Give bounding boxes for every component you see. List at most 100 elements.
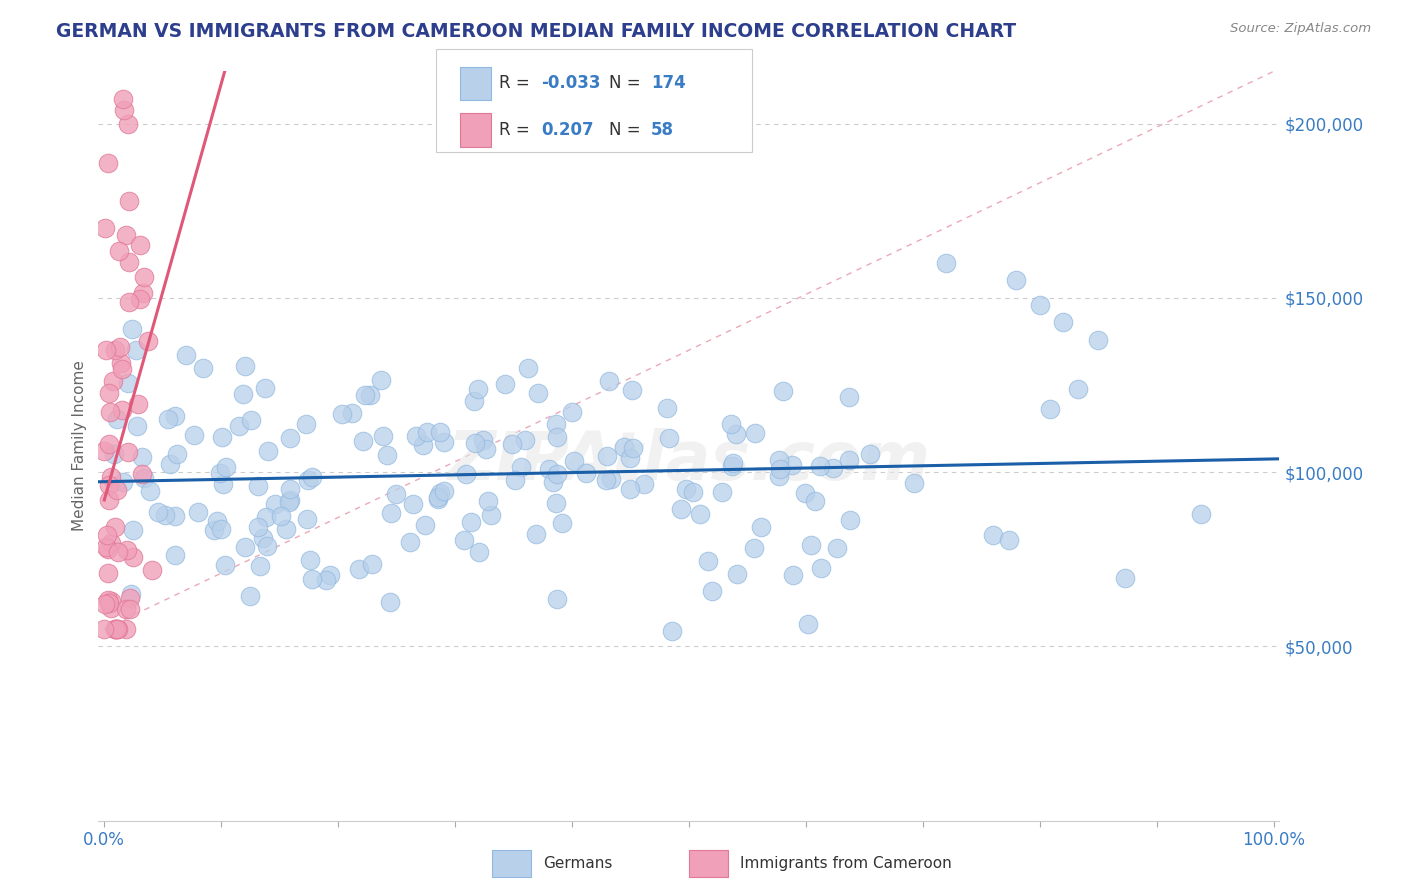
Point xyxy=(163,409,186,424)
Point xyxy=(254,509,277,524)
Point xyxy=(103,622,125,636)
Point xyxy=(838,453,860,467)
Point xyxy=(239,589,262,603)
Point xyxy=(800,538,823,552)
Point xyxy=(114,622,136,636)
Point xyxy=(377,448,399,462)
Point xyxy=(97,156,120,170)
Point xyxy=(233,359,256,374)
Point xyxy=(100,601,122,615)
Point xyxy=(115,602,138,616)
Point xyxy=(256,539,278,553)
Point xyxy=(257,443,280,458)
Point xyxy=(725,566,748,581)
Point xyxy=(93,597,115,611)
Point xyxy=(166,447,188,461)
Point xyxy=(782,567,804,582)
Point xyxy=(768,453,790,467)
Point xyxy=(426,491,449,506)
Point xyxy=(370,373,392,387)
Point xyxy=(264,497,287,511)
Point xyxy=(768,462,790,476)
Point xyxy=(239,413,262,427)
Point xyxy=(998,533,1021,547)
Point xyxy=(405,429,427,443)
Point xyxy=(823,461,845,475)
Point xyxy=(153,508,176,523)
Point xyxy=(105,622,128,636)
Point xyxy=(122,550,145,565)
Point xyxy=(270,508,292,523)
Point xyxy=(621,441,644,455)
Point xyxy=(600,472,623,486)
Point xyxy=(278,431,301,445)
Point xyxy=(797,617,820,632)
Point xyxy=(139,484,162,499)
Point xyxy=(120,586,142,600)
Point xyxy=(132,286,155,301)
Text: ZIPAtlas.com: ZIPAtlas.com xyxy=(447,428,931,494)
Point xyxy=(134,471,156,485)
Point xyxy=(100,470,122,484)
Text: Germans: Germans xyxy=(543,856,612,871)
Point xyxy=(104,343,127,358)
Point xyxy=(429,425,451,439)
Point xyxy=(838,390,860,404)
Point xyxy=(104,520,127,534)
Point xyxy=(211,430,233,444)
Point xyxy=(94,343,117,357)
Point xyxy=(479,508,502,522)
Point xyxy=(467,382,489,396)
Text: 174: 174 xyxy=(651,75,686,93)
Point xyxy=(278,494,301,508)
Point xyxy=(460,515,482,529)
Point xyxy=(598,374,620,388)
Point xyxy=(524,527,547,541)
Point xyxy=(100,536,122,550)
Point xyxy=(768,469,790,483)
Point xyxy=(214,558,236,572)
Point xyxy=(98,492,121,507)
Point xyxy=(399,535,422,549)
Point xyxy=(935,256,957,270)
Point xyxy=(100,594,122,608)
Point xyxy=(537,462,560,476)
Point xyxy=(110,356,132,370)
Point xyxy=(212,476,235,491)
Point xyxy=(159,457,181,471)
Text: 0.207: 0.207 xyxy=(541,121,593,139)
Point xyxy=(1114,571,1136,585)
Point xyxy=(129,293,152,307)
Point xyxy=(825,541,848,555)
Point xyxy=(141,563,163,577)
Point xyxy=(751,519,773,533)
Point xyxy=(596,449,619,463)
Point xyxy=(146,505,169,519)
Point xyxy=(112,103,135,118)
Y-axis label: Median Family Income: Median Family Income xyxy=(72,360,87,532)
Point xyxy=(278,493,301,508)
Point xyxy=(103,447,125,461)
Point xyxy=(527,385,550,400)
Point xyxy=(700,584,723,599)
Point xyxy=(121,524,143,538)
Point xyxy=(621,384,644,398)
Point xyxy=(252,531,274,545)
Point xyxy=(115,542,138,557)
Point xyxy=(319,567,342,582)
Text: GERMAN VS IMMIGRANTS FROM CAMEROON MEDIAN FAMILY INCOME CORRELATION CHART: GERMAN VS IMMIGRANTS FROM CAMEROON MEDIA… xyxy=(56,22,1017,41)
Point xyxy=(163,509,186,524)
Point xyxy=(233,541,256,555)
Point xyxy=(183,428,205,442)
Point xyxy=(546,592,568,607)
Point xyxy=(117,445,139,459)
Point xyxy=(595,473,617,487)
Text: R =: R = xyxy=(499,121,536,139)
Point xyxy=(202,523,225,537)
Point xyxy=(209,466,232,480)
Point xyxy=(477,493,499,508)
Point xyxy=(131,467,153,481)
Point xyxy=(93,622,115,636)
Point xyxy=(561,405,583,419)
Point xyxy=(412,438,434,452)
